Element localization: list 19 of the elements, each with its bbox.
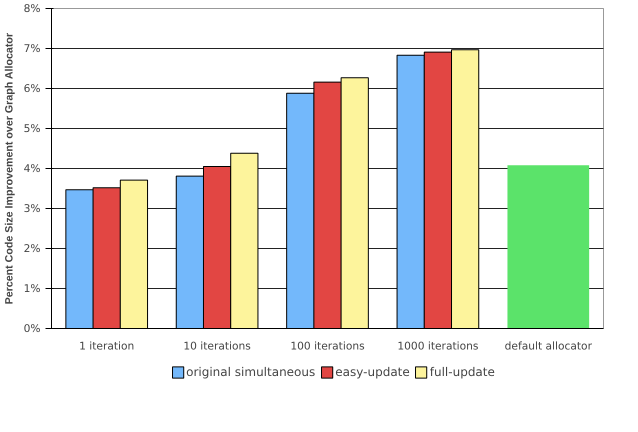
x-tick-label: default allocator: [504, 340, 593, 352]
y-tick-label: 2%: [24, 242, 40, 255]
y-axis-title: Percent Code Size Improvement over Graph Allocator: [4, 32, 16, 304]
legend-label: full-update: [430, 365, 495, 379]
legend-label: original simultaneous: [186, 365, 316, 379]
y-tick-label: 0%: [24, 322, 40, 335]
x-tick-label: 10 iterations: [183, 340, 252, 352]
x-tick-label: 1000 iterations: [397, 340, 479, 352]
y-tick-label: 8%: [24, 2, 40, 15]
y-tick-label: 5%: [24, 122, 40, 135]
y-tick-label: 1%: [24, 282, 40, 295]
y-tick-label: 7%: [24, 42, 40, 55]
x-tick-label: 1 iteration: [79, 340, 134, 352]
x-tick-label: 100 iterations: [290, 340, 366, 352]
bar: [507, 165, 590, 328]
y-tick-label: 4%: [24, 162, 40, 175]
y-tick-label: 6%: [24, 82, 40, 95]
y-tick-label: 3%: [24, 202, 40, 215]
legend-label: easy-update: [335, 365, 410, 379]
